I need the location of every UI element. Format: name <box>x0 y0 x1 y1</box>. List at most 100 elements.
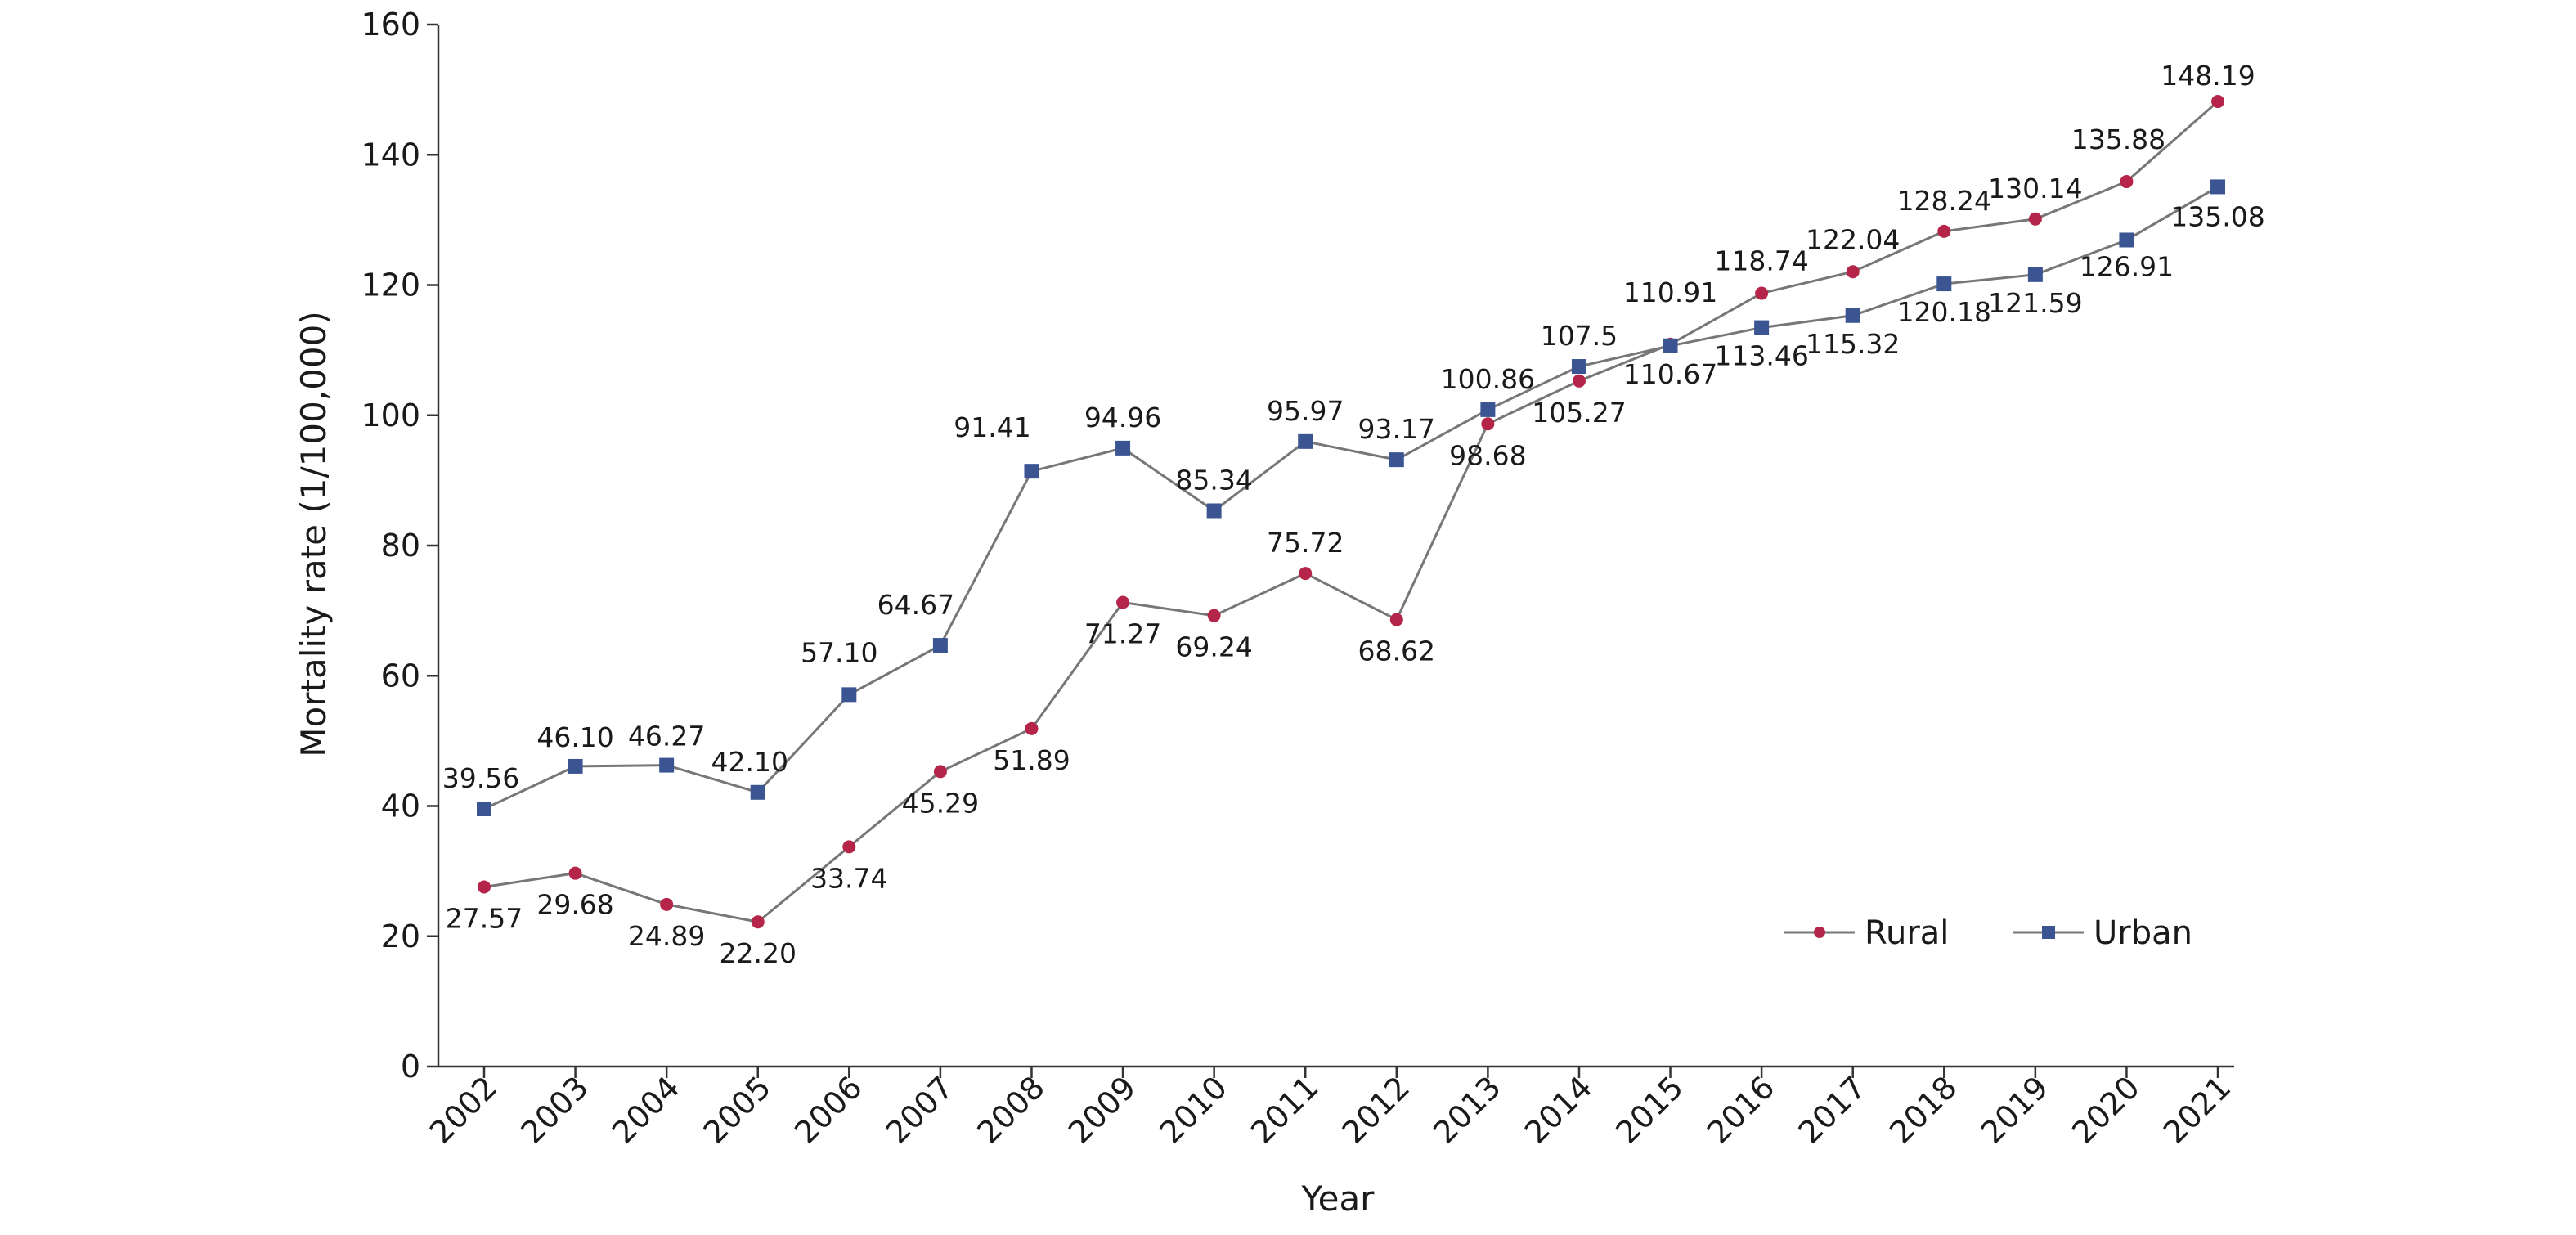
x-tick-label: 2006 <box>788 1069 869 1151</box>
data-label-urban: 42.10 <box>711 746 788 778</box>
data-label-urban: 120.18 <box>1897 296 1991 328</box>
y-tick-label: 160 <box>361 7 420 43</box>
y-tick-label: 100 <box>361 397 420 433</box>
point-rural <box>1937 224 1951 238</box>
point-urban <box>1936 276 1952 292</box>
data-label-rural: 98.68 <box>1449 439 1526 471</box>
data-label-rural: 33.74 <box>810 862 887 894</box>
x-axis-title: Year <box>1301 1179 1376 1219</box>
y-axis-title: Mortality rate (1/100,000) <box>294 311 334 757</box>
x-tick-label: 2004 <box>605 1069 687 1151</box>
data-label-rural: 22.20 <box>719 937 796 969</box>
data-labels: 27.57 29.68 24.89 22.20 33.74 45.29 51.89 71.27… <box>442 60 2265 969</box>
series-markers <box>477 95 2226 929</box>
point-rural <box>568 866 582 880</box>
data-label-rural: 29.68 <box>536 889 613 921</box>
point-rural <box>2211 95 2225 109</box>
series-line-rural <box>483 100 2219 923</box>
point-rural <box>842 840 856 854</box>
x-tick-label: 2007 <box>879 1069 961 1151</box>
x-tick-label: 2018 <box>1883 1069 1964 1151</box>
data-label-rural: 128.24 <box>1897 185 1991 217</box>
point-urban <box>1115 440 1131 456</box>
point-urban <box>1206 503 1222 519</box>
point-urban <box>841 687 857 703</box>
data-label-rural: 51.89 <box>993 744 1070 776</box>
point-urban <box>1480 402 1496 417</box>
point-urban <box>750 784 765 800</box>
data-label-rural: 135.88 <box>2071 124 2165 155</box>
x-tick-label: 2015 <box>1609 1069 1690 1151</box>
x-tick-label: 2010 <box>1153 1069 1235 1151</box>
data-label-urban: 100.86 <box>1441 363 1535 395</box>
data-label-rural: 130.14 <box>1988 173 2082 204</box>
point-urban <box>1571 359 1586 375</box>
point-urban <box>2119 232 2134 248</box>
data-label-rural: 24.89 <box>628 920 705 952</box>
point-urban <box>1845 308 1860 323</box>
point-urban <box>932 638 948 653</box>
legend-label-urban: Urban <box>2094 914 2192 952</box>
y-tick-label: 0 <box>401 1049 420 1085</box>
data-label-urban: 94.96 <box>1084 402 1161 433</box>
x-tick-label: 2011 <box>1244 1069 1326 1151</box>
point-urban <box>1389 452 1404 468</box>
point-rural <box>478 880 491 894</box>
x-tick-label: 2021 <box>2156 1069 2238 1151</box>
x-tick-label: 2014 <box>1518 1069 1600 1151</box>
x-tick-label: 2013 <box>1426 1069 1508 1151</box>
data-label-urban: 95.97 <box>1267 395 1344 427</box>
point-urban <box>659 757 675 773</box>
point-rural <box>933 765 947 779</box>
data-label-urban: 113.46 <box>1714 340 1808 372</box>
data-label-rural: 110.91 <box>1623 276 1717 308</box>
x-tick-label: 2008 <box>970 1069 1052 1151</box>
data-label-urban: 39.56 <box>442 762 519 794</box>
point-urban <box>1663 338 1678 353</box>
point-rural <box>1755 286 1769 300</box>
x-tick-label: 2016 <box>1700 1069 1782 1151</box>
point-urban <box>2027 267 2043 282</box>
point-rural <box>660 897 674 911</box>
legend: Rural Urban <box>1784 914 2192 952</box>
data-label-urban: 107.5 <box>1541 320 1618 352</box>
y-tick-label: 140 <box>361 137 420 173</box>
data-label-urban: 46.10 <box>536 721 613 753</box>
point-urban <box>1298 433 1313 449</box>
data-label-rural: 71.27 <box>1084 618 1161 650</box>
data-label-urban: 91.41 <box>954 411 1030 443</box>
y-tick-label: 60 <box>381 658 420 694</box>
x-tick-label: 2017 <box>1792 1069 1874 1151</box>
point-rural <box>2120 175 2134 189</box>
data-label-urban: 135.08 <box>2170 200 2264 232</box>
point-urban <box>2210 179 2226 195</box>
data-label-rural: 118.74 <box>1714 245 1808 277</box>
y-tick-label: 80 <box>381 528 420 564</box>
point-rural <box>1572 374 1586 388</box>
data-label-rural: 148.19 <box>2161 60 2255 92</box>
point-rural <box>1025 721 1039 735</box>
point-rural <box>1389 613 1403 626</box>
point-rural <box>1846 265 1860 279</box>
x-tick-label: 2009 <box>1061 1069 1143 1151</box>
data-label-rural: 105.27 <box>1532 397 1626 429</box>
x-tick-label: 2012 <box>1335 1069 1417 1151</box>
point-urban <box>477 802 491 817</box>
data-label-urban: 110.67 <box>1623 358 1717 390</box>
data-label-urban: 121.59 <box>1988 287 2082 319</box>
data-label-urban: 126.91 <box>2080 250 2174 282</box>
y-tick-label: 40 <box>381 788 420 824</box>
data-label-rural: 45.29 <box>902 787 979 819</box>
data-label-rural: 69.24 <box>1175 631 1252 663</box>
point-rural <box>751 915 765 929</box>
data-label-urban: 93.17 <box>1358 413 1435 445</box>
x-tick-label: 2019 <box>1974 1069 2056 1151</box>
point-rural <box>1481 417 1495 431</box>
data-label-urban: 115.32 <box>1806 328 1900 360</box>
data-label-urban: 46.27 <box>628 721 705 752</box>
y-tick-label: 20 <box>381 918 420 954</box>
point-urban <box>1754 320 1770 335</box>
point-rural <box>1116 595 1130 609</box>
